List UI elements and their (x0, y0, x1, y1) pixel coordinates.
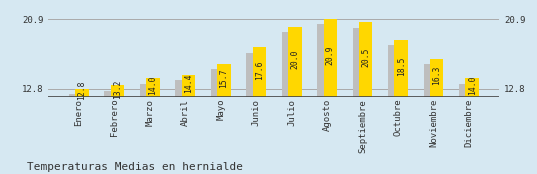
Bar (430, 59, 444, 97)
Bar (424, 64, 437, 97)
Bar (75, 89, 89, 97)
Bar (175, 80, 188, 97)
Text: 18.5: 18.5 (397, 56, 406, 76)
Bar (353, 28, 366, 97)
Text: 12.8: 12.8 (77, 81, 86, 100)
Text: 15.7: 15.7 (219, 68, 228, 88)
Text: 14.4: 14.4 (184, 74, 193, 93)
Text: 20.9: 20.9 (326, 46, 335, 65)
Text: 14.0: 14.0 (468, 76, 477, 95)
Bar (288, 27, 302, 97)
Bar (252, 48, 266, 97)
Bar (395, 40, 408, 97)
Text: 13.2: 13.2 (113, 79, 122, 99)
Bar (211, 69, 224, 97)
Text: Temperaturas Medias en hernialde: Temperaturas Medias en hernialde (27, 162, 243, 172)
Bar (246, 53, 260, 97)
Bar (182, 75, 195, 97)
Text: 20.0: 20.0 (291, 50, 299, 69)
Bar (317, 24, 331, 97)
Bar (388, 45, 402, 97)
Bar (140, 84, 153, 97)
Text: 16.3: 16.3 (432, 66, 441, 85)
Bar (111, 85, 124, 97)
Bar (459, 84, 473, 97)
Bar (282, 32, 295, 97)
Bar (323, 19, 337, 97)
Bar (104, 90, 118, 97)
Bar (466, 78, 479, 97)
Bar (69, 94, 82, 97)
Text: 20.5: 20.5 (361, 48, 370, 67)
Text: 14.0: 14.0 (148, 76, 157, 95)
Bar (217, 64, 230, 97)
Bar (146, 78, 159, 97)
Text: 17.6: 17.6 (255, 60, 264, 80)
Bar (359, 22, 373, 97)
